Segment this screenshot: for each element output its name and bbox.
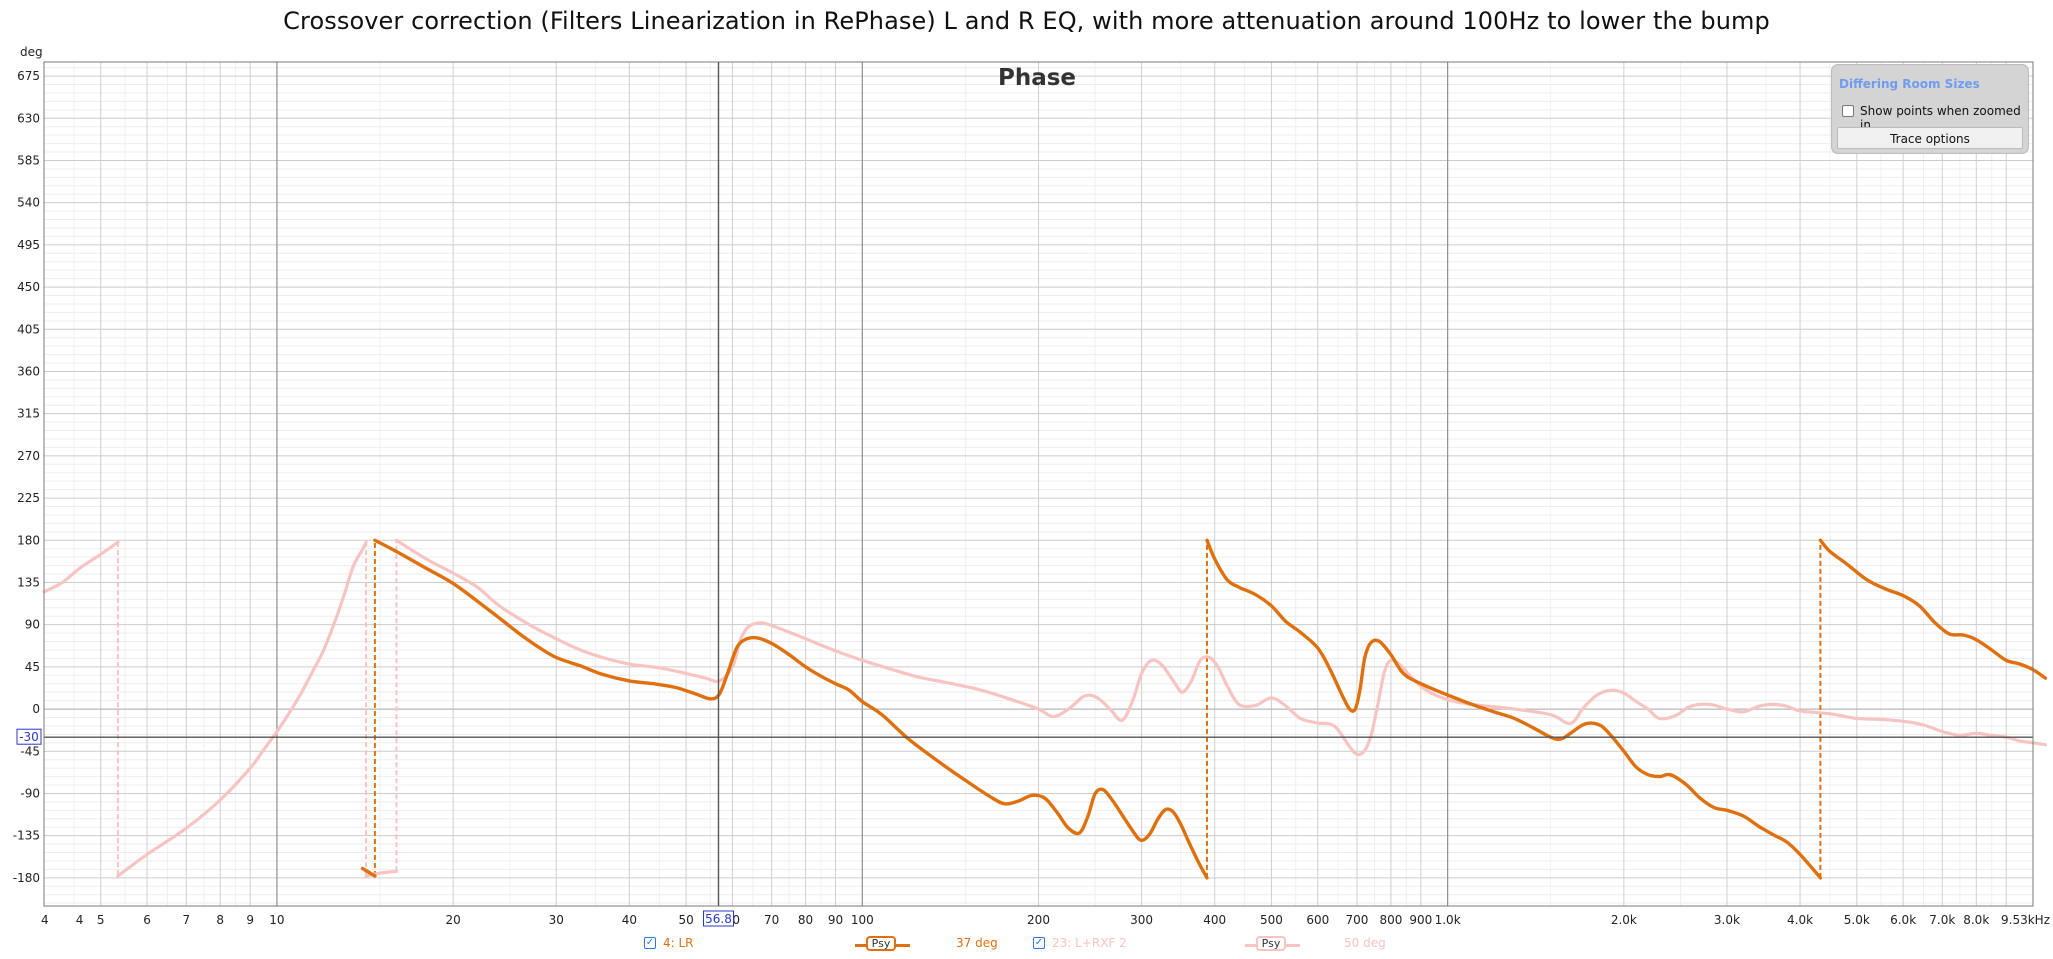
x-tick-label: 6: [143, 913, 151, 927]
y-tick-label: 225: [17, 491, 40, 505]
x-tick-label: 9: [246, 913, 254, 927]
cursor-y-value: -30: [19, 730, 39, 744]
x-tick-label: 50: [678, 913, 693, 927]
phase-chart-title: Phase: [998, 65, 1076, 91]
y-tick-label: 135: [17, 575, 40, 589]
x-tick-label: 20: [446, 913, 461, 927]
y-tick-label: 180: [17, 533, 40, 547]
chart-title: Crossover correction (Filters Linearizat…: [283, 7, 1770, 35]
x-tick-label: 6.0k: [1890, 913, 1916, 927]
series-lrxf-line: [42, 540, 120, 594]
x-tick-label: 70: [764, 913, 779, 927]
y-tick-label: 630: [17, 111, 40, 125]
phase-wrap-lines: [116, 540, 1822, 878]
trace1-line-swatch-left: [855, 944, 867, 947]
trace1-readout: 37 deg: [956, 936, 998, 950]
cursor-x-value: 56.8: [705, 912, 732, 926]
x-tick-label: 8: [216, 913, 224, 927]
y-tick-label: -180: [13, 871, 40, 885]
y-tick-label: 90: [25, 618, 40, 632]
x-tick-label: 800: [1379, 913, 1402, 927]
trace1-checkbox[interactable]: ✓: [644, 937, 656, 949]
y-tick-label: -45: [20, 744, 40, 758]
y-tick-label: 405: [17, 322, 40, 336]
series-lr-line: [1818, 538, 2048, 680]
y-tick-label: 0: [32, 702, 40, 716]
trace2-line-swatch-left: [1245, 944, 1257, 947]
minor-grid: [43, 62, 2033, 906]
x-tick-label: 900: [1409, 913, 1432, 927]
series-lrxf-line: [116, 540, 368, 878]
x-tick-label: 3.0k: [1714, 913, 1740, 927]
x-tick-label: 4: [41, 913, 49, 927]
x-tick-label: 4.0k: [1787, 913, 1813, 927]
x-tick-label: 200: [1027, 913, 1050, 927]
y-tick-label: 360: [17, 364, 40, 378]
series-lr-line: [373, 538, 1209, 880]
y-tick-label: 315: [17, 407, 40, 421]
x-tick-label: 8.0k: [1963, 913, 1989, 927]
y-tick-label: 675: [17, 69, 40, 83]
x-tick-label: 7.0k: [1929, 913, 1955, 927]
y-axis-unit-label: deg: [20, 45, 43, 59]
y-tick-label: -135: [13, 829, 40, 843]
y-tick-labels: 6756305855404954504053603152702251801359…: [13, 69, 40, 885]
x-tick-label: 5.0k: [1844, 913, 1870, 927]
y-tick-label: 270: [17, 449, 40, 463]
y-tick-label: 540: [17, 196, 40, 210]
trace2-readout: 50 deg: [1344, 936, 1386, 950]
series-lrxf-line: [394, 538, 2047, 757]
x-tick-label: 1.0k: [1435, 913, 1461, 927]
x-tick-label: 40: [622, 913, 637, 927]
cursor-x-tag: [702, 910, 734, 927]
show-points-checkbox[interactable]: [1842, 105, 1854, 117]
x-tick-label: 5: [97, 913, 105, 927]
series-lr-line: [360, 866, 377, 878]
trace-options-panel: Differing Room Sizes Show points when zo…: [1831, 64, 2029, 154]
x-tick-label: 9.53kHz: [2001, 913, 2050, 927]
x-tick-label: 30: [549, 913, 564, 927]
trace1-line-swatch-right: [896, 944, 910, 947]
series-lr-line: [1205, 538, 1823, 880]
show-points-label: Show points when zoomed in: [1860, 104, 2021, 132]
x-tick-label: 500: [1260, 913, 1283, 927]
x-tick-label: 4: [76, 913, 84, 927]
x-tick-label: 100: [851, 913, 874, 927]
y-tick-label: 45: [25, 660, 40, 674]
trace-options-button[interactable]: Trace options: [1837, 127, 2023, 149]
trace2-checkbox[interactable]: ✓: [1033, 937, 1045, 949]
cursor-y-tag: [16, 728, 42, 745]
x-tick-label: 90: [828, 913, 843, 927]
trace2-label: 23: L+RXF 2: [1052, 936, 1127, 950]
cursor[interactable]: 56.8 -30: [16, 62, 2033, 927]
x-tick-label: 300: [1130, 913, 1153, 927]
y-tick-label: 585: [17, 153, 40, 167]
trace2-mode-button[interactable]: Psy: [1256, 936, 1286, 951]
x-tick-label: 700: [1346, 913, 1369, 927]
plot-frame: [43, 61, 2034, 907]
major-grid: [44, 62, 2033, 906]
data-series: [42, 538, 2048, 880]
series-lrxf-line: [364, 869, 398, 878]
x-tick-label: 600: [1306, 913, 1329, 927]
x-tick-label: 400: [1203, 913, 1226, 927]
y-tick-label: 450: [17, 280, 40, 294]
y-tick-label: 495: [17, 238, 40, 252]
x-tick-labels: 4456789102030405060708090100200300400500…: [41, 913, 2050, 927]
x-tick-label: 7: [182, 913, 190, 927]
trace1-mode-button[interactable]: Psy: [866, 936, 896, 951]
panel-title: Differing Room Sizes: [1839, 77, 1980, 91]
x-tick-label: 2.0k: [1611, 913, 1637, 927]
trace2-line-swatch-right: [1286, 944, 1300, 947]
trace1-label: 4: LR: [663, 936, 694, 950]
y-tick-label: -90: [20, 786, 40, 800]
x-tick-label: 10: [269, 913, 284, 927]
x-tick-label: 80: [798, 913, 813, 927]
